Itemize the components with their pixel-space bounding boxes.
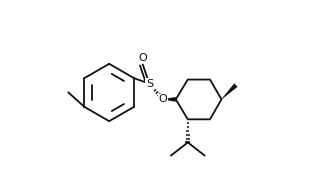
Text: S: S (146, 79, 153, 89)
Polygon shape (221, 83, 238, 100)
Polygon shape (163, 97, 176, 102)
Text: O: O (159, 94, 167, 104)
Text: O: O (138, 53, 147, 63)
